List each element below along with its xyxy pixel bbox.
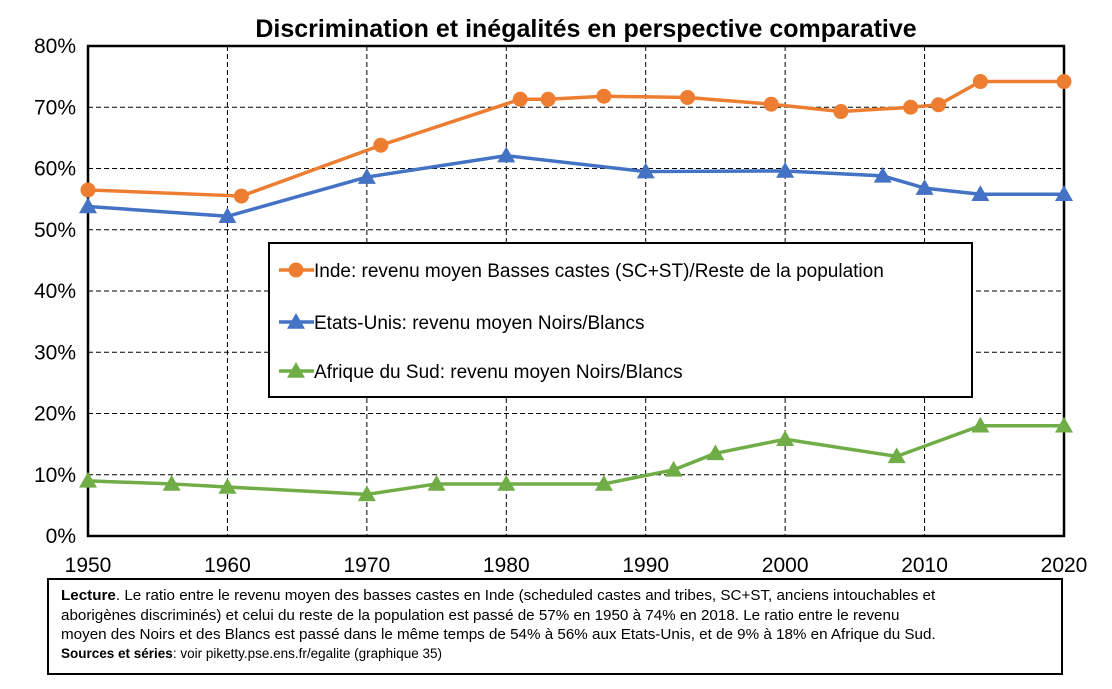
data-point bbox=[1055, 185, 1073, 201]
y-tick-label: 60% bbox=[34, 158, 76, 181]
legend-label: Inde: revenu moyen Basses castes (SC+ST)… bbox=[314, 261, 884, 282]
data-point bbox=[763, 96, 779, 112]
data-point bbox=[497, 474, 516, 491]
x-tick-label: 2020 bbox=[1041, 554, 1088, 577]
sources-line: Sources et séries: voir piketty.pse.ens.… bbox=[61, 645, 1051, 663]
data-point bbox=[233, 188, 249, 204]
data-point bbox=[218, 207, 237, 224]
data-point bbox=[596, 88, 612, 104]
sources-label: Sources et séries bbox=[61, 645, 173, 661]
lecture-label: Lecture bbox=[61, 587, 116, 604]
data-point bbox=[915, 179, 934, 195]
legend-box bbox=[268, 242, 973, 398]
series-2 bbox=[79, 146, 1073, 224]
note-line-3: moyen des Noirs et des Blancs est passé … bbox=[61, 626, 936, 643]
x-tick-label: 2010 bbox=[901, 554, 948, 577]
legend-marker bbox=[288, 262, 304, 278]
data-point bbox=[80, 182, 96, 198]
legend: Inde: revenu moyen Basses castes (SC+ST)… bbox=[268, 242, 973, 398]
legend-item: Afrique du Sud: revenu moyen Noirs/Blanc… bbox=[279, 362, 683, 383]
note-line-1: Lecture. Le ratio entre le revenu moyen … bbox=[61, 586, 1051, 606]
x-tick-label: 1990 bbox=[622, 554, 669, 577]
data-point bbox=[636, 162, 655, 179]
series-1 bbox=[80, 74, 1072, 204]
data-point bbox=[79, 197, 97, 214]
y-tick-label: 40% bbox=[34, 280, 76, 303]
sources-text: : voir piketty.pse.ens.fr/egalite (graph… bbox=[172, 645, 442, 661]
legend-item: Etats-Unis: revenu moyen Noirs/Blancs bbox=[279, 313, 645, 334]
data-point bbox=[373, 137, 389, 153]
legend-item: Inde: revenu moyen Basses castes (SC+ST)… bbox=[279, 261, 884, 282]
series-line bbox=[87, 424, 1064, 497]
data-point bbox=[833, 104, 849, 120]
data-point bbox=[776, 161, 795, 178]
series-layer bbox=[79, 74, 1073, 502]
y-tick-label: 50% bbox=[34, 219, 76, 242]
y-tick-label: 0% bbox=[46, 525, 76, 548]
data-point bbox=[497, 146, 516, 163]
reading-note: Lecture. Le ratio entre le revenu moyen … bbox=[47, 578, 1063, 675]
chart-title: Discrimination et inégalités en perspect… bbox=[255, 15, 916, 43]
series-line bbox=[87, 79, 1064, 198]
x-tick-label: 1960 bbox=[204, 554, 251, 577]
data-point bbox=[706, 444, 725, 461]
data-point bbox=[873, 166, 892, 183]
series-3 bbox=[79, 416, 1073, 502]
data-point bbox=[540, 91, 556, 107]
data-point bbox=[357, 168, 376, 184]
legend-label: Afrique du Sud: revenu moyen Noirs/Blanc… bbox=[314, 362, 683, 383]
data-point bbox=[1055, 416, 1073, 433]
y-tick-label: 70% bbox=[34, 96, 76, 119]
data-point bbox=[594, 474, 613, 491]
data-point bbox=[427, 474, 446, 491]
data-point bbox=[903, 99, 919, 115]
x-tick-label: 2000 bbox=[762, 554, 809, 577]
x-tick-label: 1980 bbox=[483, 554, 530, 577]
data-point bbox=[512, 91, 528, 107]
x-axis: 1950 1960 1970 1980 1990 2000 2010 2020 bbox=[65, 554, 1088, 577]
legend-marker bbox=[287, 313, 305, 329]
data-point bbox=[972, 74, 988, 90]
y-tick-label: 30% bbox=[34, 341, 76, 364]
legend-marker bbox=[287, 362, 305, 378]
data-point bbox=[79, 471, 97, 488]
y-tick-label: 80% bbox=[34, 35, 76, 58]
y-axis: 0% 10% 20% 30% 40% 50% 60% 70% 80% bbox=[34, 35, 76, 548]
y-tick-label: 20% bbox=[34, 403, 76, 426]
data-point bbox=[664, 460, 683, 477]
data-point bbox=[776, 430, 795, 446]
x-tick-label: 1970 bbox=[343, 554, 390, 577]
x-tick-label: 1950 bbox=[65, 554, 112, 577]
data-point bbox=[357, 485, 376, 502]
data-point bbox=[1056, 74, 1072, 90]
plot-area-frame bbox=[86, 44, 1066, 538]
data-point bbox=[887, 447, 906, 464]
data-point bbox=[680, 89, 696, 105]
lecture-text-1: . Le ratio entre le revenu moyen des bas… bbox=[115, 587, 936, 604]
data-point bbox=[971, 416, 990, 433]
data-point bbox=[162, 474, 181, 491]
data-point bbox=[971, 185, 990, 201]
note-line-2: aborigènes discriminés) et celui du rest… bbox=[61, 606, 900, 624]
series-line bbox=[87, 153, 1064, 219]
y-tick-label: 10% bbox=[34, 464, 76, 487]
data-point bbox=[218, 478, 237, 494]
data-point bbox=[931, 97, 947, 113]
legend-label: Etats-Unis: revenu moyen Noirs/Blancs bbox=[314, 313, 645, 334]
